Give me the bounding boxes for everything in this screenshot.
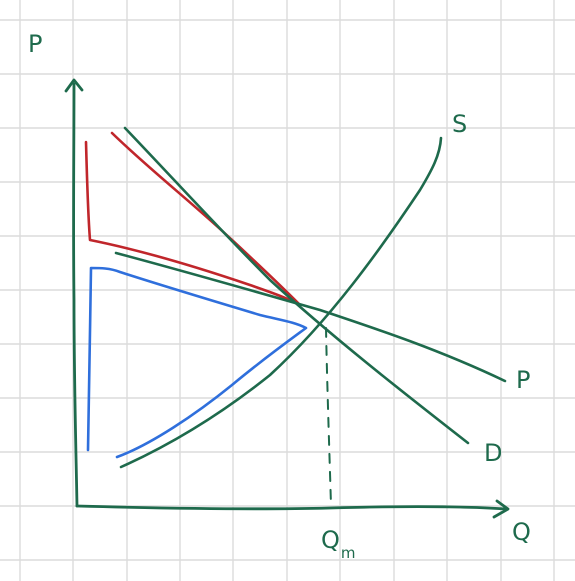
qm-label-main: Q bbox=[321, 526, 340, 554]
q-axis-label: Q bbox=[512, 518, 531, 546]
p-axis-label: P bbox=[28, 30, 43, 58]
supply-label: S bbox=[452, 110, 468, 138]
qm-label-subscript: m bbox=[340, 544, 356, 562]
qm-label: Qm bbox=[321, 526, 356, 561]
producer-surplus-outline bbox=[86, 266, 308, 459]
qm-dashed-line bbox=[325, 327, 332, 506]
p-axis bbox=[72, 82, 79, 508]
supply-curve bbox=[119, 136, 443, 469]
demand-curve bbox=[123, 126, 470, 445]
price-line bbox=[114, 251, 507, 383]
p-axis-arrowhead bbox=[64, 78, 84, 93]
q-axis-arrowhead bbox=[492, 499, 510, 519]
demand-label: D bbox=[484, 439, 503, 467]
q-axis bbox=[75, 504, 509, 511]
price-line-label: P bbox=[516, 366, 531, 394]
